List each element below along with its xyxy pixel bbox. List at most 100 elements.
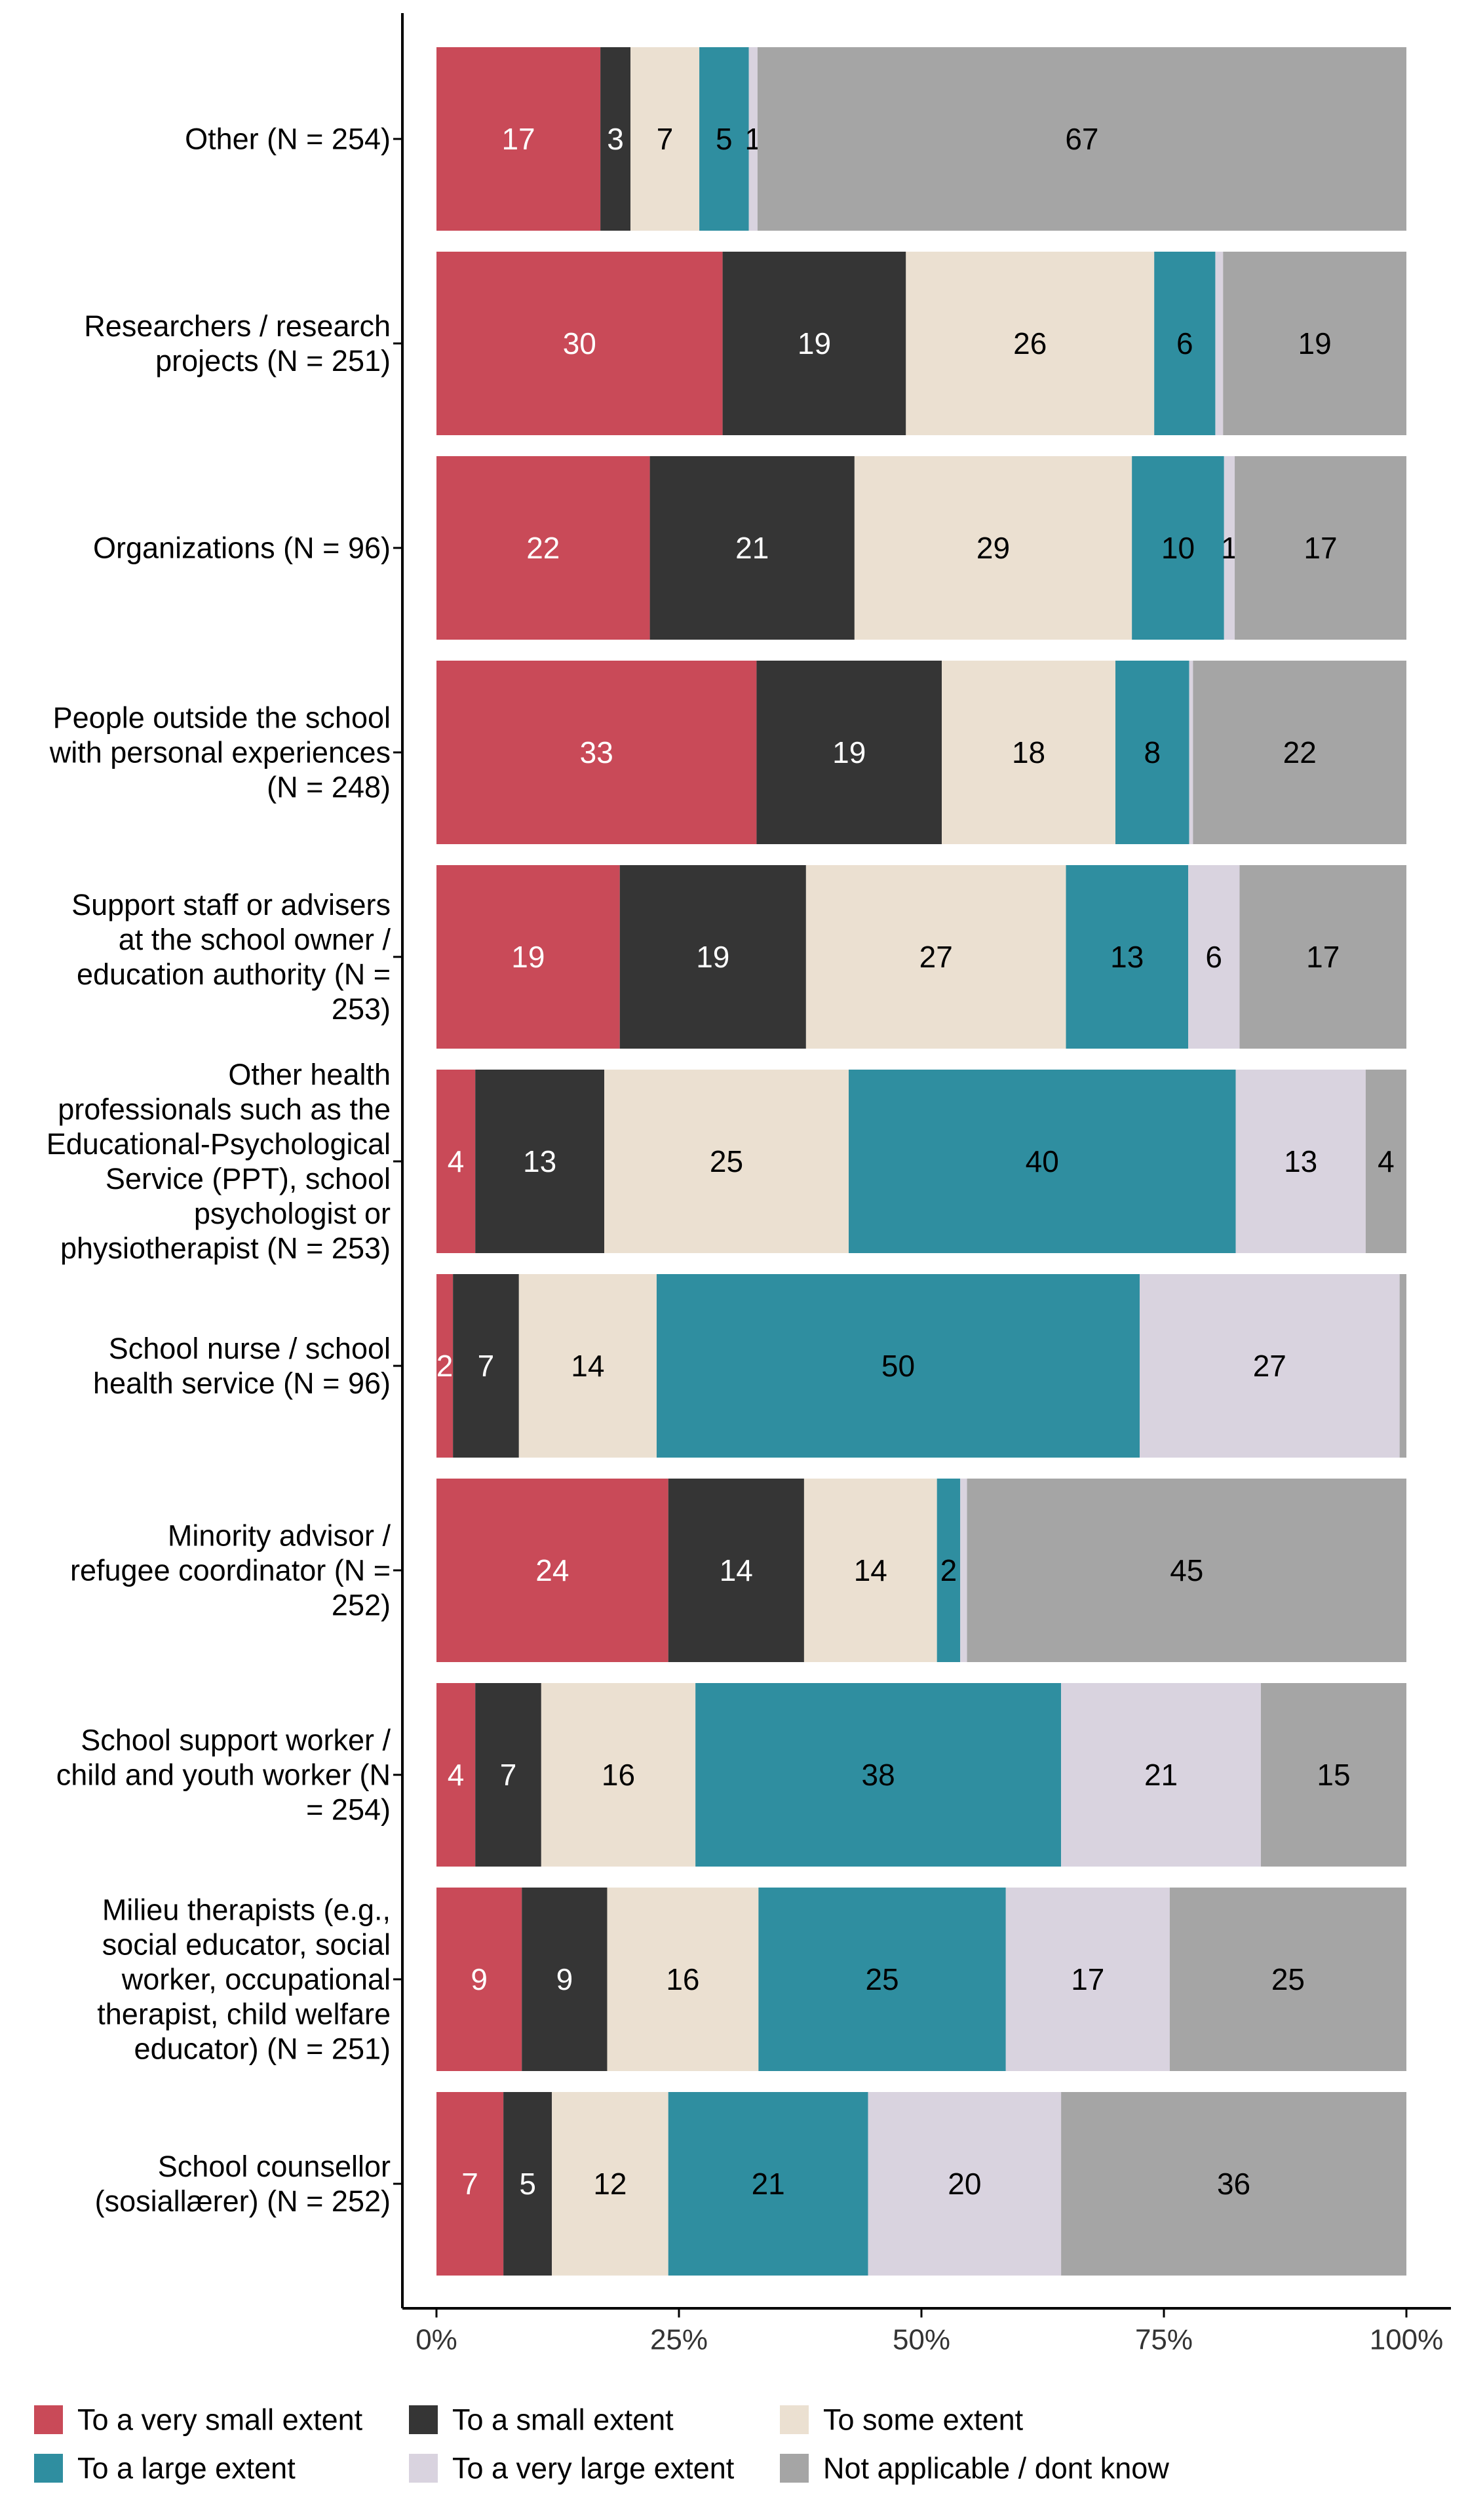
- bar-segment: [1115, 661, 1189, 844]
- bar-segment: [942, 661, 1115, 844]
- data-label: 45: [1170, 1553, 1203, 1587]
- bar-segment: [600, 47, 630, 231]
- data-label: 14: [854, 1553, 887, 1587]
- bar-segment: [854, 456, 1132, 640]
- data-label: 26: [1013, 326, 1047, 360]
- bar-segment: [1193, 661, 1406, 844]
- bar-segment: [436, 456, 650, 640]
- bar-segment: [849, 1070, 1236, 1253]
- bar-row: 2 7 14 50 27: [436, 1274, 1406, 1458]
- bar-segment: [518, 1274, 657, 1458]
- bar-segment: [699, 47, 749, 231]
- bar-row: 9 9 16 25 17 25: [436, 1888, 1406, 2071]
- bar-segment: [607, 1888, 759, 2071]
- data-label: 19: [798, 326, 831, 360]
- data-label: 17: [1306, 940, 1340, 974]
- legend-label: To a very large extent: [452, 2452, 735, 2485]
- bar-segment: [436, 47, 601, 231]
- category-label: School nurse / school health service (N =…: [93, 1332, 391, 1400]
- x-tick-label: 0%: [415, 2324, 457, 2356]
- bar-segment: [436, 1274, 454, 1458]
- legend-item: To a very large extent: [409, 2452, 735, 2485]
- bar-segment: [906, 252, 1155, 435]
- bar-segment: [937, 1479, 961, 1662]
- data-label: 38: [862, 1758, 895, 1792]
- data-label: 9: [471, 1962, 488, 1996]
- bar-row: 4 13 25 40 13 4: [436, 1070, 1406, 1253]
- data-label: 8: [1144, 735, 1161, 769]
- category-label: Organizations (N = 96): [93, 532, 391, 565]
- data-label: 21: [735, 531, 769, 565]
- bar-segment: [1235, 456, 1406, 640]
- data-label: 14: [571, 1349, 604, 1383]
- x-tick-label: 100%: [1370, 2324, 1444, 2356]
- bar-segment: [436, 1479, 668, 1662]
- data-label: 5: [716, 122, 733, 156]
- data-label: 6: [1205, 940, 1222, 974]
- bar-row: 33 19 18 8 22: [436, 661, 1406, 844]
- data-label: 2: [940, 1553, 957, 1587]
- data-label: 29: [976, 531, 1010, 565]
- bar-segment: [695, 1683, 1062, 1867]
- data-label: 17: [1071, 1962, 1104, 1996]
- bar-row: 4 7 16 38 21 15: [436, 1683, 1406, 1867]
- data-label: 9: [556, 1962, 573, 1996]
- bar-segment: [503, 2092, 552, 2276]
- bar-segment: [748, 47, 758, 231]
- bar-segment: [436, 1070, 476, 1253]
- bar-segment: [436, 865, 620, 1049]
- bar-segment: [1189, 661, 1193, 844]
- bar-segment: [722, 252, 906, 435]
- legend-label: To a large extent: [77, 2452, 296, 2485]
- legend-label: Not applicable / dont know: [823, 2452, 1169, 2485]
- bar-segment: [522, 1888, 608, 2071]
- data-label: 21: [1144, 1758, 1178, 1792]
- legend-swatch: [34, 2454, 63, 2483]
- bar-segment: [1061, 1683, 1261, 1867]
- bar-segment: [805, 865, 1066, 1049]
- data-label: 19: [696, 940, 729, 974]
- bar-segment: [436, 252, 723, 435]
- axes-layer: 0% 25% 50% 75% 100%: [393, 13, 1451, 2356]
- data-label: 25: [1271, 1962, 1305, 1996]
- bar-segment: [541, 1683, 696, 1867]
- category-label: Other (N = 254): [185, 123, 391, 156]
- data-label: 27: [1253, 1349, 1286, 1383]
- data-label: 27: [919, 940, 953, 974]
- legend-swatch: [409, 2454, 438, 2483]
- legend-label: To a small extent: [452, 2403, 674, 2437]
- bar-segment: [1215, 252, 1224, 435]
- bar-segment: [1223, 252, 1406, 435]
- x-tick-label: 50%: [893, 2324, 950, 2356]
- data-label: 16: [666, 1962, 699, 1996]
- data-label: 25: [865, 1962, 898, 1996]
- data-label: 19: [511, 940, 545, 974]
- bar-segment: [668, 1479, 804, 1662]
- bar-segment: [656, 1274, 1140, 1458]
- data-label: 17: [501, 122, 535, 156]
- bar-segment: [1132, 456, 1224, 640]
- bar-row: 17 3 7 5 1 67: [436, 47, 1406, 231]
- data-label: 4: [448, 1758, 465, 1792]
- data-label: 25: [710, 1144, 743, 1178]
- data-label: 12: [593, 2167, 627, 2201]
- data-label: 19: [832, 735, 866, 769]
- bar-segment: [630, 47, 700, 231]
- bar-segment: [436, 1683, 476, 1867]
- bar-segment: [960, 1479, 967, 1662]
- category-label: School counsellor (sosiallærer) (N = 252): [95, 2150, 391, 2218]
- bar-segment: [1066, 865, 1188, 1049]
- data-label: 6: [1176, 326, 1193, 360]
- data-label: 3: [607, 122, 624, 156]
- bar-row: 7 5 12 21 20 36: [436, 2092, 1406, 2276]
- bar-segment: [436, 2092, 504, 2276]
- bar-segment: [967, 1479, 1406, 1662]
- bar-segment: [436, 661, 757, 844]
- data-label: 36: [1217, 2167, 1250, 2201]
- category-label: People outside the school with personal e…: [49, 701, 391, 804]
- data-label: 21: [752, 2167, 785, 2201]
- legend-item: Not applicable / dont know: [780, 2452, 1169, 2485]
- data-label: 22: [1283, 735, 1317, 769]
- data-label: 15: [1317, 1758, 1350, 1792]
